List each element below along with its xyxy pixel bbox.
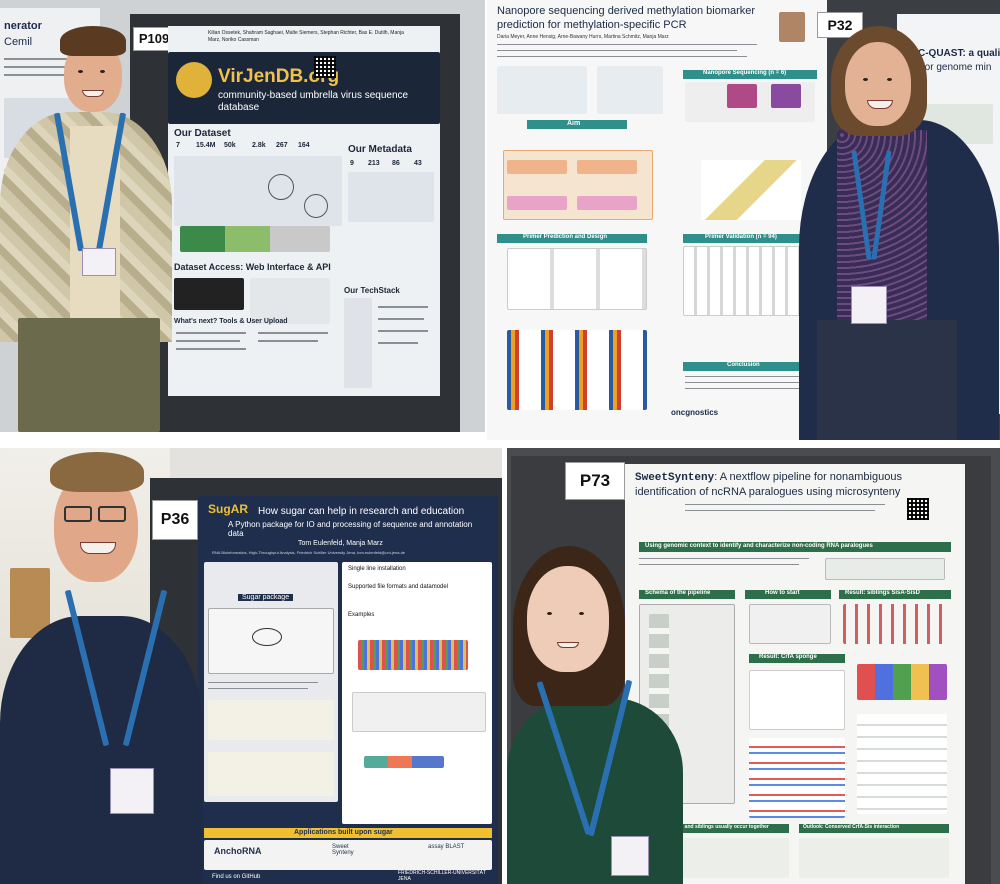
name-badge [611, 836, 649, 876]
sugar-title: How sugar can help in research and educa… [258, 506, 465, 517]
outlook2-bar [799, 824, 949, 833]
name-badge [851, 286, 887, 324]
github-link: Find us on GitHub [212, 874, 261, 880]
methylation-title: Nanopore sequencing derived methylation … [497, 5, 756, 31]
section-validation: Primer Validation (n = 94) [705, 234, 777, 240]
photo-sweetsynteny: P73 SweetSynteny: A nextflow pipeline fo… [507, 448, 1000, 884]
section-dataset-access: Dataset Access: Web Interface & API [174, 262, 331, 272]
section-result-siblings: Result: siblings SisA-SisD [845, 590, 921, 596]
section-result-sponge: Result: CrfA sponge [759, 654, 817, 660]
section-techstack: Our TechStack [344, 286, 400, 295]
virjendb-authors: Kilian Ossetek, Shahram Saghaei, Malte S… [208, 30, 404, 43]
dataset-number-5: 267 [276, 142, 288, 149]
aim-bar [527, 120, 627, 129]
virjendb-subtitle: community-based umbrella virus sequence … [218, 90, 409, 113]
context-bar [639, 542, 951, 552]
person-tom-shirt [0, 616, 202, 884]
section-examples: Examples [348, 612, 375, 618]
dataset-number-4: 2.8k [252, 142, 266, 149]
sugar-logo: SugAR [208, 502, 248, 516]
glasses [64, 506, 92, 522]
bgc-quast-title-2: tool for genome min [903, 62, 992, 73]
sugar-subtitle: A Python package for IO and processing o… [228, 520, 473, 538]
poster-number-p73: P73 [565, 462, 625, 500]
left-poster-title: nerator [4, 20, 42, 32]
conclusion-bar [683, 362, 817, 371]
methylation-authors: Daria Meyer, Anne Hensig, Arne-Bawany Hu… [497, 34, 669, 40]
person-daria-jeans [817, 320, 957, 440]
sweetsynteny-title-name: SweetSynteny [635, 472, 715, 484]
poster-number-p36: P36 [152, 500, 198, 540]
person-head [527, 566, 609, 672]
section-conclusion: Conclusion [727, 362, 760, 368]
section-outlook-crfa: Outlook: Conserved CrfA-Sis interaction [803, 824, 900, 830]
poster-number-p32: P32 [817, 12, 863, 38]
section-formats: Supported file formats and datamodel [348, 584, 449, 590]
app-assay-blast: assay BLAST [428, 844, 465, 850]
section-apps: Applications built upon sugar [294, 829, 393, 836]
metadata-number-2: 213 [368, 160, 380, 167]
section-whats-next: What's next? Tools & User Upload [174, 318, 288, 325]
name-badge [82, 248, 116, 276]
left-poster-title-2: Cemil [4, 36, 33, 48]
metadata-number-3: 86 [392, 160, 400, 167]
apps-bar [204, 828, 492, 838]
glasses [98, 506, 126, 522]
schema-bar [639, 590, 735, 599]
section-nanopore: Nanopore Sequencing (n = 6) [703, 70, 787, 76]
virjendb-header [168, 52, 440, 124]
metadata-number-4: 43 [414, 160, 422, 167]
virjendb-logo-icon [176, 62, 212, 98]
section-sugar-package: Sugar package [238, 594, 294, 601]
dataset-number-1: 7 [176, 142, 180, 149]
sponsor-logo: oncgnostics [671, 408, 719, 417]
outlook1-bar [639, 824, 789, 833]
section-primer: Primer Prediction and Design [523, 234, 608, 240]
section-start: How to start [765, 590, 800, 596]
app-sweet-synteny: Sweet Synteny [332, 844, 354, 856]
section-context: Using genomic context to identify and ch… [645, 543, 873, 549]
sweetsynteny-poster: SweetSynteny: A nextflow pipeline for no… [625, 464, 965, 884]
name-badge [110, 768, 154, 814]
section-install: Single line installation [348, 566, 406, 572]
section-schema: Schema of the pipeline [645, 590, 711, 596]
result2-bar [749, 654, 845, 663]
sugar-authors: Tom Eulenfeld, Manja Marz [298, 540, 383, 547]
person-green-sweater [507, 698, 683, 884]
nanopore-bar [683, 70, 817, 79]
sugar-poster: SugAR How sugar can help in research and… [198, 496, 498, 884]
result1-bar [839, 590, 951, 599]
photo-methylation: Nanopore sequencing derived methylation … [487, 0, 1000, 440]
photo-sugar: P36 SugAR How sugar can help in research… [0, 448, 502, 884]
person-kilian-pants [18, 318, 160, 432]
app-anchorna: AnchoRNA [214, 846, 262, 856]
person-kilian-hair [60, 26, 126, 56]
sweetsynteny-qr-code [907, 498, 929, 520]
section-our-metadata: Our Metadata [348, 144, 412, 155]
metadata-number-1: 9 [350, 160, 354, 167]
virjendb-poster: Kilian Ossetek, Shahram Saghaei, Malte S… [168, 26, 440, 396]
dataset-number-6: 164 [298, 142, 310, 149]
dataset-number-3: 50k [224, 142, 236, 149]
person-daria-head [845, 42, 911, 126]
start-bar [745, 590, 831, 599]
person-tom-hair [50, 452, 144, 492]
virjendb-logo: VirJenDB.org [218, 66, 340, 87]
validation-bar [683, 234, 817, 243]
primer-bar [497, 234, 647, 243]
photo-virjendb: nerator Cemil P109 Kilian Ossetek, Shahr… [0, 0, 485, 432]
section-outlook-sponge: Outlook: Sponge and siblings usually occ… [643, 824, 769, 830]
section-our-dataset: Our Dataset [174, 128, 231, 139]
sugar-affiliation: RNA Bioinformatics, High-Throughput Anal… [212, 550, 406, 555]
bgc-quast-title: BGC-QUAST: a quali [903, 48, 1000, 59]
dataset-number-2: 15.4M [196, 142, 216, 149]
university-name: FRIEDRICH-SCHILLER-UNIVERSITÄT JENA [398, 870, 486, 882]
virjendb-qr-code [314, 56, 336, 78]
methylation-poster: Nanopore sequencing derived methylation … [487, 0, 827, 440]
sweetsynteny-title: : A nextflow pipeline for nonambiguous i… [635, 471, 902, 498]
section-aim: Aim [567, 120, 581, 127]
